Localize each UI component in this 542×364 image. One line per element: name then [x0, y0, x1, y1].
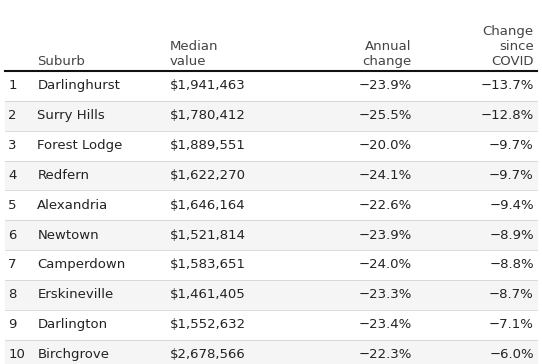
Text: Alexandria: Alexandria [37, 199, 108, 212]
Bar [5, 250, 537, 280]
Text: Surry Hills: Surry Hills [37, 109, 105, 122]
Text: $1,889,551: $1,889,551 [170, 139, 246, 152]
Text: $1,780,412: $1,780,412 [170, 109, 246, 122]
Text: −8.7%: −8.7% [489, 288, 534, 301]
Text: $1,646,164: $1,646,164 [170, 199, 246, 212]
Text: Change
since
COVID: Change since COVID [483, 25, 534, 68]
Text: −9.4%: −9.4% [489, 199, 534, 212]
Text: Darlington: Darlington [37, 318, 107, 331]
Text: Forest Lodge: Forest Lodge [37, 139, 122, 152]
Text: $1,461,405: $1,461,405 [170, 288, 246, 301]
Text: 10: 10 [8, 348, 25, 361]
Bar [5, 340, 537, 364]
Text: −7.1%: −7.1% [489, 318, 534, 331]
Text: −25.5%: −25.5% [358, 109, 412, 122]
Bar [5, 190, 537, 220]
Text: Erskineville: Erskineville [37, 288, 113, 301]
Text: Suburb: Suburb [37, 55, 85, 68]
Bar [5, 280, 537, 310]
Text: −22.6%: −22.6% [358, 199, 412, 212]
Text: −23.4%: −23.4% [358, 318, 412, 331]
Text: Median
value: Median value [170, 40, 218, 68]
Bar [5, 71, 537, 101]
Text: −24.0%: −24.0% [359, 258, 412, 272]
Text: 4: 4 [8, 169, 16, 182]
Bar [5, 220, 537, 250]
Text: −24.1%: −24.1% [358, 169, 412, 182]
Text: 5: 5 [8, 199, 17, 212]
Text: Darlinghurst: Darlinghurst [37, 79, 120, 92]
Text: −22.3%: −22.3% [358, 348, 412, 361]
Text: −23.9%: −23.9% [358, 79, 412, 92]
Bar [5, 161, 537, 190]
Text: Camperdown: Camperdown [37, 258, 126, 272]
Text: −13.7%: −13.7% [481, 79, 534, 92]
Text: 3: 3 [8, 139, 17, 152]
Text: 7: 7 [8, 258, 17, 272]
Text: −9.7%: −9.7% [489, 169, 534, 182]
Text: Redfern: Redfern [37, 169, 89, 182]
Text: Newtown: Newtown [37, 229, 99, 242]
Bar [5, 101, 537, 131]
Text: $1,583,651: $1,583,651 [170, 258, 246, 272]
Bar [5, 310, 537, 340]
Text: $1,521,814: $1,521,814 [170, 229, 246, 242]
Text: −23.3%: −23.3% [358, 288, 412, 301]
Text: 6: 6 [8, 229, 16, 242]
Text: −23.9%: −23.9% [358, 229, 412, 242]
Text: −9.7%: −9.7% [489, 139, 534, 152]
Text: Birchgrove: Birchgrove [37, 348, 109, 361]
Text: −12.8%: −12.8% [481, 109, 534, 122]
Text: 9: 9 [8, 318, 16, 331]
Text: $1,622,270: $1,622,270 [170, 169, 246, 182]
Text: −6.0%: −6.0% [489, 348, 534, 361]
Text: 2: 2 [8, 109, 17, 122]
Text: $1,941,463: $1,941,463 [170, 79, 246, 92]
Text: $1,552,632: $1,552,632 [170, 318, 246, 331]
Text: −8.9%: −8.9% [489, 229, 534, 242]
Text: −20.0%: −20.0% [359, 139, 412, 152]
Text: Annual
change: Annual change [363, 40, 412, 68]
Bar [5, 131, 537, 161]
Text: $2,678,566: $2,678,566 [170, 348, 246, 361]
Text: −8.8%: −8.8% [489, 258, 534, 272]
Text: 1: 1 [8, 79, 17, 92]
Text: 8: 8 [8, 288, 16, 301]
